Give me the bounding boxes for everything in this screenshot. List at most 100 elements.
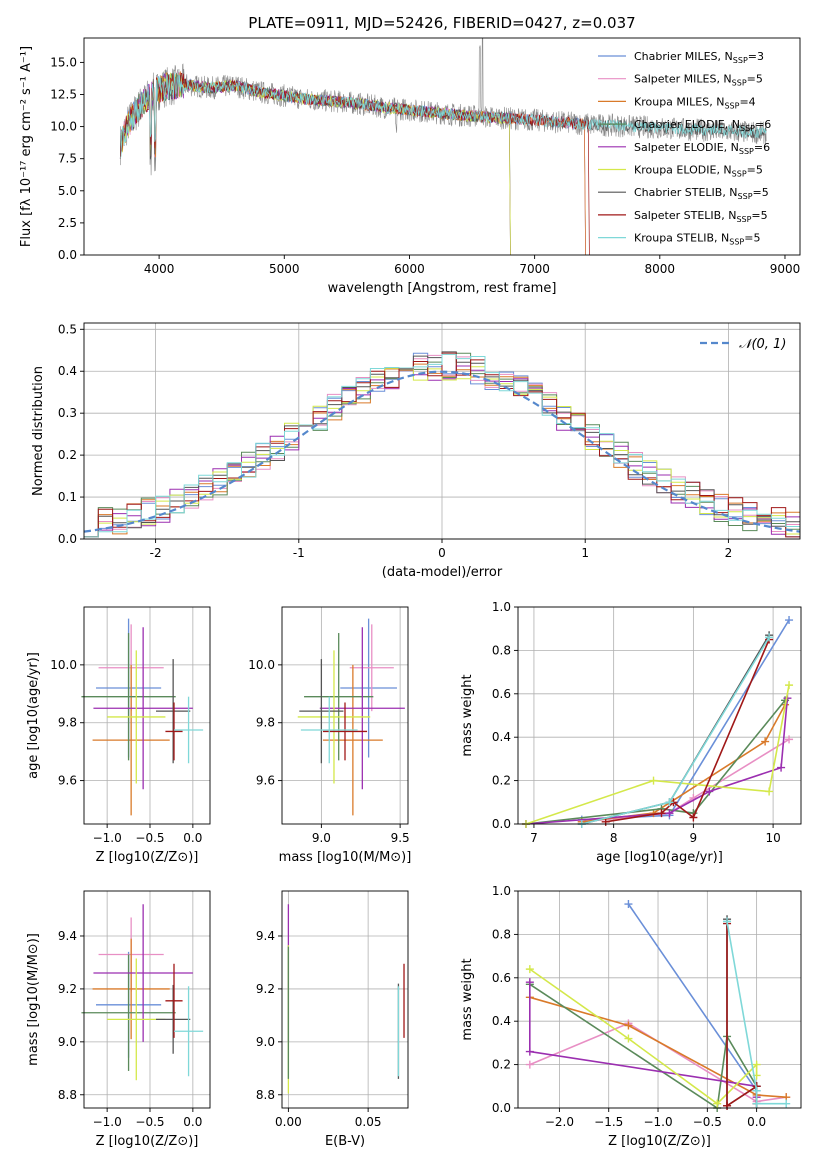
weight-marker (765, 787, 774, 796)
x-axis-label: wavelength [Angstrom, rest frame] (328, 281, 557, 296)
legend-entry: Kroupa STELIB, NSSP=5 (634, 232, 760, 247)
y-tick-label: 0.0 (58, 532, 77, 546)
weight-marker (624, 1021, 633, 1030)
y-tick-label: 7.5 (58, 152, 77, 166)
x-tick-label: 0.0 (183, 1115, 202, 1129)
y-axis-label: mass weight (460, 674, 475, 756)
weight-marker (601, 817, 610, 826)
weight-series (529, 968, 758, 1105)
y-tick-label: 9.8 (58, 716, 77, 730)
axes-frame (83, 606, 211, 825)
y-tick-label: 0.0 (58, 248, 77, 262)
weight-series (525, 699, 786, 825)
y-axis-label: Flux [fλ 10⁻¹⁷ erg cm⁻² s⁻¹ A⁻¹] (19, 46, 34, 247)
weight-marker (777, 763, 786, 772)
x-tick-label: 0 (438, 546, 446, 560)
legend-entry: 𝒩(0, 1) (739, 337, 786, 352)
x-tick-label: 4000 (144, 262, 175, 276)
y-tick-label: 0.2 (58, 448, 77, 462)
weight-marker (624, 900, 633, 909)
y-tick-label: 9.2 (58, 982, 77, 996)
weight-marker (782, 1099, 791, 1108)
y-tick-label: 0.2 (492, 1058, 511, 1072)
legend-entry: Salpeter ELODIE, NSSP=6 (634, 141, 770, 156)
x-tick-label: 0.0 (747, 1115, 766, 1129)
y-tick-label: 9.0 (256, 1035, 275, 1049)
legend-nssp-eq: = (739, 95, 748, 108)
x-axis-label: Z [log10(Z/Z⊙)] (96, 1134, 199, 1149)
x-tick-label: 6000 (394, 262, 425, 276)
legend-nssp-value: 5 (756, 164, 763, 177)
weight-marker (689, 813, 698, 822)
weight-marker (752, 1060, 761, 1069)
x-tick-label: 2 (725, 546, 733, 560)
y-axis-label: mass [log10(M/M⊙)] (26, 933, 41, 1066)
legend-series-name: Kroupa MILES (634, 95, 709, 108)
x-tick-label: 9.5 (391, 831, 410, 845)
y-tick-label: 0.8 (492, 927, 511, 941)
x-tick-label: −0.5 (693, 1115, 722, 1129)
legend-entry: Salpeter MILES, NSSP=5 (634, 73, 763, 88)
x-tick-label: −1.5 (594, 1115, 623, 1129)
model-spectrum (119, 72, 767, 159)
weight-marker (525, 1060, 534, 1069)
y-tick-label: 1.0 (492, 884, 511, 898)
weight-series (726, 921, 787, 1105)
y-tick-label: 5.0 (58, 184, 77, 198)
weight-marker (665, 809, 674, 818)
weight-marker (765, 633, 774, 642)
weight-marker (525, 965, 534, 974)
y-tick-label: 2.5 (58, 216, 77, 230)
y-tick-label: 0.2 (492, 774, 511, 788)
text-layer: 4000 5000 6000 7000 8000 90000.02.55.07.510.0… (19, 46, 800, 1149)
histogram-series (84, 353, 800, 538)
weight-series (581, 738, 790, 823)
weight-marker (713, 1099, 722, 1108)
y-tick-label: 0.5 (58, 322, 77, 336)
legend-nssp-eq: = (747, 73, 756, 86)
y-tick-label: 10.0 (248, 658, 275, 672)
y-tick-label: 9.2 (256, 982, 275, 996)
legend-entry: Chabrier STELIB, NSSP=5 (634, 186, 769, 201)
weight-series (525, 684, 790, 825)
legend-nssp-eq: = (755, 118, 764, 131)
x-axis-label: (data-model)/error (382, 565, 503, 580)
x-axis-label: mass [log10(M/M⊙)] (279, 850, 412, 865)
legend-series-name: Kroupa ELODIE (634, 164, 716, 177)
legend-nssp-eq: = (747, 164, 756, 177)
weight-series (627, 903, 758, 1104)
y-tick-label: 1.0 (492, 600, 511, 614)
y-tick-label: 0.4 (58, 364, 77, 378)
legend-nssp-prefix: , N (716, 73, 731, 86)
x-tick-label: −2.0 (545, 1115, 574, 1129)
legend-nssp-prefix: , N (722, 186, 737, 199)
x-tick-label: 8000 (645, 262, 676, 276)
legend-series-name: Salpeter STELIB (634, 209, 721, 222)
plot-layer (81, 38, 801, 1112)
legend-series-name: Salpeter MILES (634, 73, 716, 86)
weight-marker (752, 1086, 761, 1095)
weight-series (529, 996, 787, 1098)
grid-layer (84, 323, 801, 1109)
legend-nssp-subscript: SSP (729, 238, 744, 247)
legend-nssp-subscript: SSP (739, 147, 754, 156)
legend-nssp-subscript: SSP (738, 192, 753, 201)
legend-nssp-prefix: , N (725, 118, 740, 131)
legend-nssp-prefix: , N (721, 209, 736, 222)
x-tick-label: 0.05 (355, 1115, 382, 1129)
legend-nssp-prefix: , N (709, 95, 724, 108)
weight-marker (785, 616, 794, 625)
legend-nssp-eq: = (751, 209, 760, 222)
weight-marker (665, 798, 674, 807)
legend-nssp-subscript: SSP (733, 56, 748, 65)
x-tick-label: −1.0 (93, 831, 122, 845)
legend-series-name: Chabrier STELIB (634, 186, 722, 199)
x-tick-label: 5000 (269, 262, 300, 276)
legend-nssp-prefix: , N (716, 164, 731, 177)
legend-series-name: Kroupa STELIB (634, 232, 714, 245)
y-axis-label: Normed distribution (31, 366, 46, 496)
legend-entry: Salpeter STELIB, NSSP=5 (634, 209, 768, 224)
legend-nssp-prefix: , N (718, 50, 733, 63)
y-tick-label: 0.4 (492, 730, 511, 744)
weight-series (529, 983, 758, 1110)
